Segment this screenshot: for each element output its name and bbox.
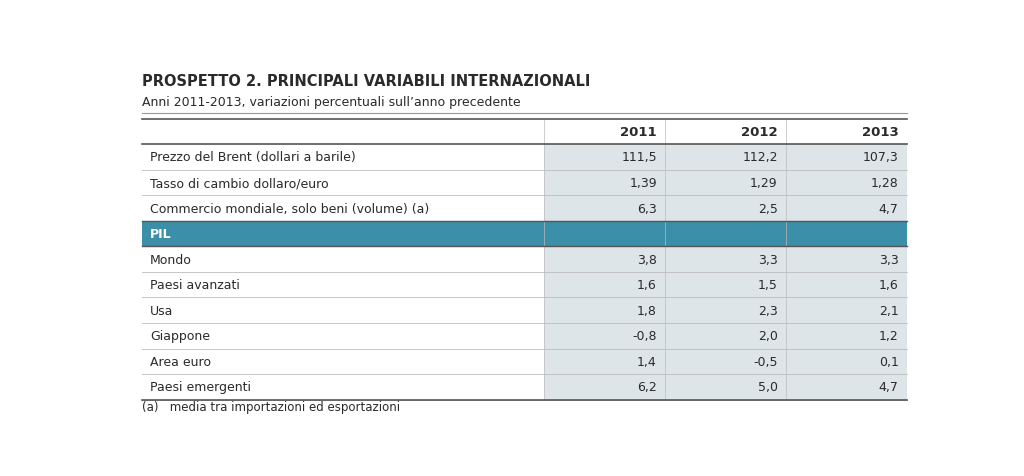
Text: 2,1: 2,1 — [879, 304, 899, 317]
Bar — [544, 145, 665, 170]
Text: Commercio mondiale, solo beni (volume) (a): Commercio mondiale, solo beni (volume) (… — [151, 202, 429, 215]
Bar — [544, 298, 665, 323]
Bar — [665, 272, 785, 298]
Text: 2013: 2013 — [862, 126, 899, 139]
Bar — [142, 247, 544, 272]
Text: 1,28: 1,28 — [870, 177, 899, 189]
Bar — [142, 170, 544, 196]
Text: (a)   media tra importazioni ed esportazioni: (a) media tra importazioni ed esportazio… — [142, 400, 400, 413]
Text: 2,3: 2,3 — [758, 304, 778, 317]
Text: 1,39: 1,39 — [629, 177, 656, 189]
Bar — [665, 323, 785, 349]
Bar — [665, 374, 785, 400]
Bar — [665, 298, 785, 323]
Bar — [785, 374, 906, 400]
Bar — [544, 272, 665, 298]
Text: 4,7: 4,7 — [879, 202, 899, 215]
Bar — [544, 323, 665, 349]
Bar — [785, 323, 906, 349]
Text: 1,5: 1,5 — [758, 278, 778, 292]
Bar — [142, 374, 544, 400]
Bar — [142, 145, 544, 170]
Text: Giappone: Giappone — [151, 329, 210, 343]
Bar — [785, 119, 906, 145]
Bar — [544, 170, 665, 196]
Text: 1,6: 1,6 — [879, 278, 899, 292]
Text: 3,3: 3,3 — [879, 253, 899, 266]
Text: 1,29: 1,29 — [751, 177, 778, 189]
Text: Usa: Usa — [151, 304, 174, 317]
Bar — [785, 196, 906, 221]
Text: 2,5: 2,5 — [758, 202, 778, 215]
Bar — [544, 247, 665, 272]
Bar — [785, 272, 906, 298]
Bar — [665, 119, 785, 145]
Text: 1,4: 1,4 — [637, 355, 656, 368]
Bar — [142, 298, 544, 323]
Bar — [665, 196, 785, 221]
Bar — [544, 196, 665, 221]
Bar — [785, 349, 906, 374]
Text: 112,2: 112,2 — [742, 151, 778, 164]
Text: Tasso di cambio dollaro/euro: Tasso di cambio dollaro/euro — [151, 177, 329, 189]
Text: 111,5: 111,5 — [622, 151, 656, 164]
Bar — [785, 247, 906, 272]
Text: Mondo: Mondo — [151, 253, 193, 266]
Bar — [665, 145, 785, 170]
Text: 1,6: 1,6 — [637, 278, 656, 292]
Bar — [665, 221, 785, 247]
Text: 5,0: 5,0 — [758, 381, 778, 394]
Text: PIL: PIL — [151, 228, 172, 241]
Text: 1,8: 1,8 — [637, 304, 656, 317]
Bar — [142, 323, 544, 349]
Bar — [142, 119, 544, 145]
Bar — [665, 349, 785, 374]
Bar — [544, 119, 665, 145]
Text: 1,2: 1,2 — [879, 329, 899, 343]
Bar — [142, 221, 544, 247]
Text: 2,0: 2,0 — [758, 329, 778, 343]
Bar — [785, 298, 906, 323]
Text: 3,8: 3,8 — [637, 253, 656, 266]
Text: Prezzo del Brent (dollari a barile): Prezzo del Brent (dollari a barile) — [151, 151, 356, 164]
Text: -0,5: -0,5 — [754, 355, 778, 368]
Text: Anni 2011-2013, variazioni percentuali sull’anno precedente: Anni 2011-2013, variazioni percentuali s… — [142, 96, 521, 109]
Text: PROSPETTO 2. PRINCIPALI VARIABILI INTERNAZIONALI: PROSPETTO 2. PRINCIPALI VARIABILI INTERN… — [142, 74, 591, 89]
Text: 3,3: 3,3 — [758, 253, 778, 266]
Text: Area euro: Area euro — [151, 355, 211, 368]
Text: -0,8: -0,8 — [633, 329, 656, 343]
Bar — [785, 170, 906, 196]
Text: Paesi avanzati: Paesi avanzati — [151, 278, 240, 292]
Bar — [544, 349, 665, 374]
Text: 6,2: 6,2 — [637, 381, 656, 394]
Text: 2011: 2011 — [621, 126, 656, 139]
Bar — [785, 145, 906, 170]
Bar — [142, 272, 544, 298]
Bar — [544, 374, 665, 400]
Text: Paesi emergenti: Paesi emergenti — [151, 381, 251, 394]
Bar — [665, 170, 785, 196]
Bar — [544, 221, 665, 247]
Text: 107,3: 107,3 — [863, 151, 899, 164]
Text: 4,7: 4,7 — [879, 381, 899, 394]
Bar — [785, 221, 906, 247]
Bar — [142, 196, 544, 221]
Bar — [665, 247, 785, 272]
Text: 0,1: 0,1 — [879, 355, 899, 368]
Text: 2012: 2012 — [741, 126, 778, 139]
Bar — [142, 349, 544, 374]
Text: 6,3: 6,3 — [637, 202, 656, 215]
